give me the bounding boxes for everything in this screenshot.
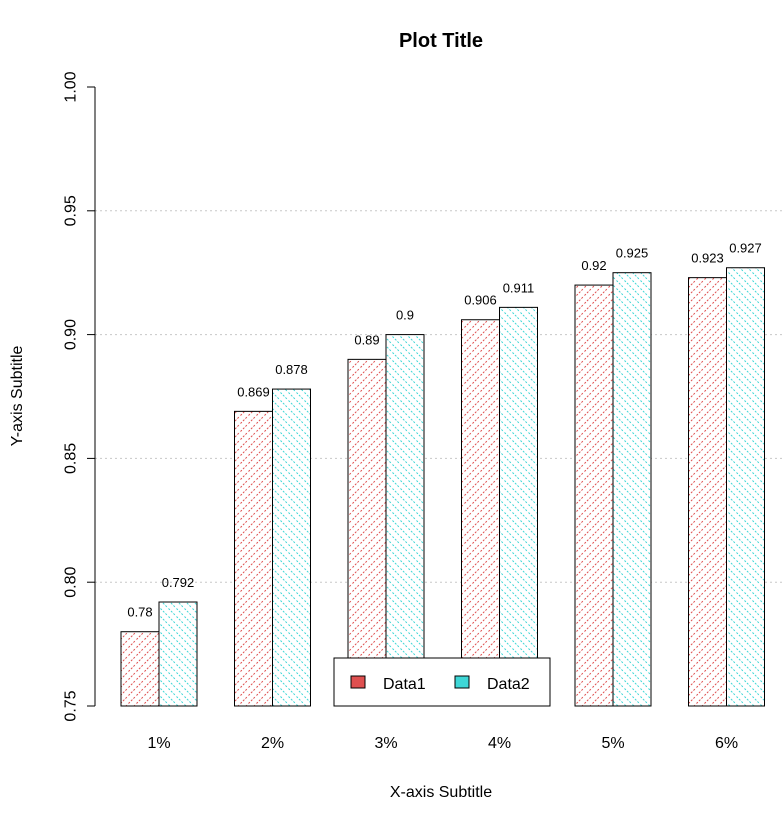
y-tick-label: 0.85 [63, 443, 80, 474]
bar [499, 306, 538, 707]
data-label: 0.78 [127, 605, 152, 620]
bar [574, 284, 614, 707]
legend-swatch-data2 [454, 675, 470, 689]
bars: 0.78 0.792 0.869 0.878 0.89 0.9 0.906 0.911 0.92… [120, 241, 765, 707]
x-tick-label: 6% [715, 735, 738, 752]
chart-title: Plot Title [399, 30, 483, 52]
bar [234, 410, 273, 707]
legend-label-data2: Data2 [487, 676, 530, 693]
y-axis-ticks: 0.75 0.80 0.85 0.90 0.95 1.00 [63, 71, 95, 722]
data-label: 0.906 [464, 293, 497, 308]
x-tick-label: 3% [374, 735, 397, 752]
data-label: 0.927 [729, 241, 762, 256]
bar [272, 388, 311, 707]
x-axis-tick-labels: 1% 2% 3% 4% 5% 6% [147, 735, 738, 752]
x-axis-label: X-axis Subtitle [390, 784, 492, 801]
data-label: 0.911 [503, 280, 535, 295]
data-label: 0.878 [275, 362, 308, 377]
data-label: 0.869 [237, 384, 270, 399]
legend-swatch-data1 [350, 675, 366, 689]
bar [612, 272, 652, 707]
bar [688, 277, 727, 707]
y-tick-label: 0.75 [63, 690, 80, 721]
bar [461, 319, 500, 707]
bar [347, 358, 387, 707]
data-label: 0.923 [691, 251, 724, 266]
y-tick-label: 0.90 [63, 319, 80, 350]
bar [726, 267, 765, 707]
x-tick-label: 2% [261, 735, 284, 752]
grid-lines [95, 210, 782, 583]
data-label: 0.92 [581, 258, 606, 273]
x-tick-label: 5% [601, 735, 624, 752]
x-tick-label: 4% [488, 735, 511, 752]
legend: Data1 Data2 [333, 657, 551, 707]
legend-label-data1: Data1 [383, 676, 426, 693]
data-label: 0.792 [162, 575, 195, 590]
data-label: 0.9 [396, 308, 414, 323]
bar [120, 631, 160, 707]
y-axis-label: Y-axis Subtitle [9, 346, 26, 447]
y-tick-label: 0.80 [63, 567, 80, 598]
data-label: 0.89 [354, 332, 379, 347]
y-tick-label: 0.95 [63, 195, 80, 226]
y-tick-label: 1.00 [63, 71, 80, 102]
bar [385, 334, 425, 707]
data-label: 0.925 [616, 246, 649, 261]
x-tick-label: 1% [147, 735, 170, 752]
legend-box [333, 657, 551, 707]
bar [158, 601, 198, 707]
